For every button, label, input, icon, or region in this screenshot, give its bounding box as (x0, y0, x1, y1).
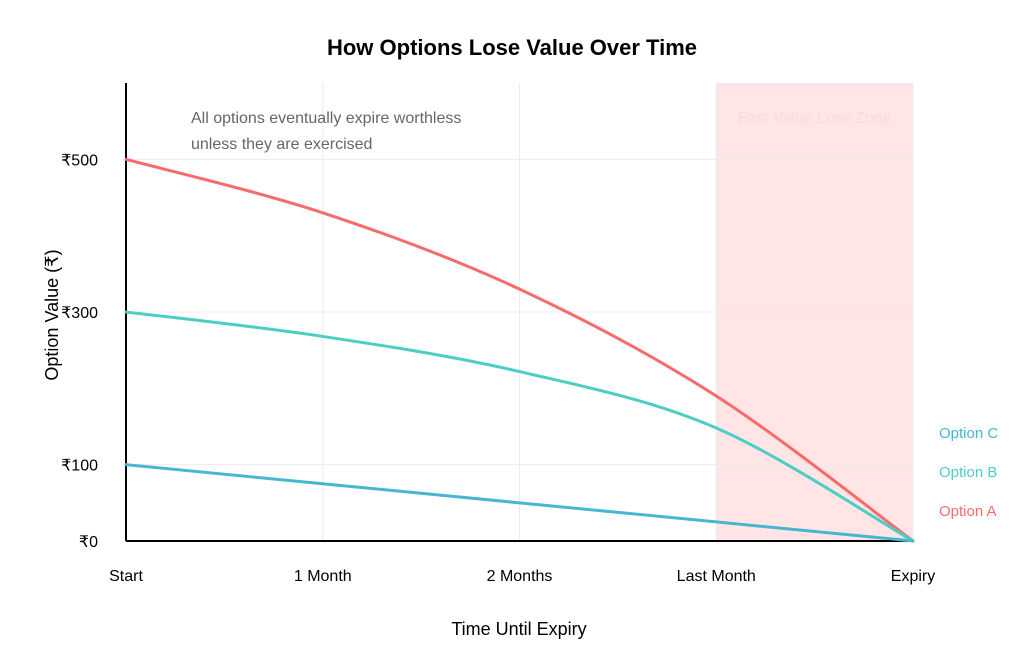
series-line-option-b (124, 310, 915, 543)
y-tick-label: ₹300 (61, 305, 98, 322)
series-label-option-a: Option A (939, 503, 997, 520)
x-tick-label: Expiry (891, 568, 935, 585)
series-line-option-a (124, 157, 915, 543)
x-tick-label: 1 Month (294, 568, 352, 585)
y-tick-label: ₹100 (61, 458, 98, 475)
grid-layer (126, 83, 914, 541)
x-tick-label: Last Month (677, 568, 756, 585)
y-tick-label: ₹500 (61, 152, 98, 169)
y-axis-label: Option Value (₹) (42, 249, 62, 380)
x-tick-label: 2 Months (487, 568, 553, 585)
annotation-line: All options eventually expire worthless (191, 110, 461, 127)
y-tick-label: ₹0 (79, 534, 98, 551)
series-layer (124, 157, 915, 543)
series-label-option-c: Option C (939, 425, 998, 442)
zone-label: Fast Value Loss Zone (737, 110, 892, 127)
chart-title: How Options Lose Value Over Time (327, 35, 697, 60)
x-tick-label: Start (109, 568, 143, 585)
series-label-option-b: Option B (939, 464, 997, 481)
text-layer: How Options Lose Value Over Time ₹0 ₹100 ₹3… (42, 35, 998, 639)
series-line-option-c (124, 463, 915, 543)
x-axis-label: Time Until Expiry (451, 619, 586, 639)
annotation-line: unless they are exercised (191, 136, 372, 153)
